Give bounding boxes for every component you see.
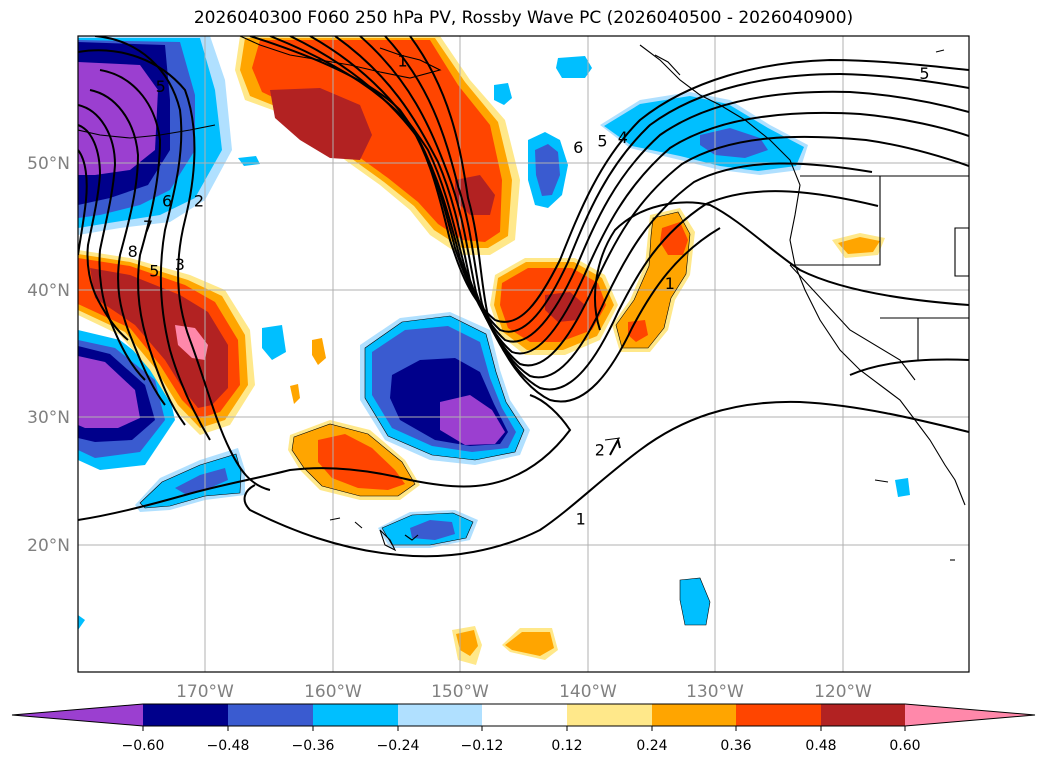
- colorbar-segment: [313, 704, 398, 726]
- lat-tick-label: 30°N: [27, 408, 70, 428]
- colorbar-extend-left: [12, 704, 143, 726]
- neg-anomaly-small-7: [78, 615, 85, 630]
- pos-anomaly-small-8: [838, 237, 880, 254]
- contour-label: 2: [595, 441, 605, 460]
- colorbar-extend-right: [905, 704, 1035, 726]
- lat-tick-label: 20°N: [27, 536, 70, 556]
- colorbar-segment: [143, 704, 228, 726]
- lat-tick-label: 50°N: [27, 154, 70, 174]
- pos-anomaly-n-darkred-1: [270, 88, 372, 160]
- lat-tick-labels: 20°N 30°N 40°N 50°N: [27, 154, 70, 556]
- pos-anomaly-s-redorange: [318, 434, 405, 490]
- neg-anomaly-sw-blue: [175, 468, 228, 494]
- neg-anomaly-small-6: [895, 478, 910, 497]
- pos-anomaly-ce-darkred: [545, 292, 585, 322]
- neg-anomaly-c-purple: [440, 395, 505, 445]
- colorbar-tick-label: −0.48: [207, 738, 250, 754]
- colorbar-tick-label: −0.36: [292, 738, 335, 754]
- contour-label: 4: [618, 128, 628, 147]
- colorbar-segment: [398, 704, 482, 726]
- colorbar-segment: [567, 704, 652, 726]
- contour-label: 5: [919, 64, 929, 83]
- contour-label: 6: [573, 138, 583, 157]
- colorbar-segment: [228, 704, 313, 726]
- pv-contours: [78, 36, 969, 558]
- lon-tick-labels: 170°W 160°W 150°W 140°W 130°W 120°W: [176, 682, 872, 702]
- lon-tick-label: 130°W: [686, 682, 744, 702]
- colorbar-tick-label: −0.24: [377, 738, 420, 754]
- colorbar-tick-label: 0.60: [889, 738, 920, 754]
- neg-anomaly-hawaii-blue: [410, 520, 455, 540]
- pos-anomaly-small-2: [290, 384, 300, 404]
- colorbar-tick-label: 0.36: [720, 738, 751, 754]
- contour-label: 5: [149, 261, 159, 280]
- neg-anomaly-small-2: [494, 83, 512, 105]
- colorbar-segment: [821, 704, 905, 726]
- coastlines: [78, 36, 969, 561]
- neg-anomaly-small-4: [680, 578, 710, 625]
- colorbar-segment: [482, 704, 567, 726]
- lon-tick-label: 150°W: [431, 682, 489, 702]
- contour-label: 6: [162, 191, 172, 210]
- colorbar-tick-label: 0.48: [805, 738, 836, 754]
- pos-anomaly-w-darkred: [90, 268, 228, 408]
- colorbar-ticks: [142, 726, 906, 731]
- contour-label: 2: [194, 191, 204, 210]
- colorbar-tick-label: −0.60: [122, 738, 165, 754]
- colorbar-segment: [736, 704, 821, 726]
- neg-anomaly-cn-blue: [535, 144, 560, 196]
- contour-label: 7: [143, 217, 153, 236]
- gridlines: [78, 36, 969, 672]
- colorbar-segment: [652, 704, 736, 726]
- contour-label: 1: [397, 51, 407, 70]
- lon-tick-label: 170°W: [176, 682, 234, 702]
- contour-label: 1: [665, 274, 675, 293]
- colorbar-tick-label: 0.24: [636, 738, 667, 754]
- lat-tick-label: 40°N: [27, 281, 70, 301]
- lon-tick-label: 140°W: [559, 682, 617, 702]
- contour-label: 8: [128, 242, 138, 261]
- contour-label: 5: [597, 132, 607, 151]
- contour-label: 5: [156, 77, 166, 96]
- map-title: 2026040300 F060 250 hPa PV, Rossby Wave …: [193, 8, 854, 28]
- anomaly-outlines: [139, 211, 711, 626]
- contour-label: 3: [175, 255, 185, 274]
- pos-anomaly-e-redorange-1: [660, 222, 688, 255]
- plot-frame: [77, 35, 970, 673]
- contour-label: 1: [576, 509, 586, 528]
- pos-anomaly-small-1: [312, 338, 326, 365]
- shaded-anomalies: [78, 36, 910, 665]
- colorbar-tick-label: −0.12: [461, 738, 504, 754]
- neg-anomaly-small-3: [262, 325, 286, 360]
- lon-tick-label: 160°W: [304, 682, 362, 702]
- pos-anomaly-small-6: [505, 632, 554, 656]
- lon-tick-label: 120°W: [814, 682, 872, 702]
- colorbar-tick-label: 0.12: [551, 738, 582, 754]
- neg-anomaly-w-purple: [78, 356, 140, 428]
- colorbar: −0.60 −0.48 −0.36 −0.24 −0.12 0.12 0.24 …: [11, 703, 1036, 754]
- neg-anomaly-small-1: [556, 56, 592, 78]
- pos-anomaly-small-4: [456, 630, 478, 656]
